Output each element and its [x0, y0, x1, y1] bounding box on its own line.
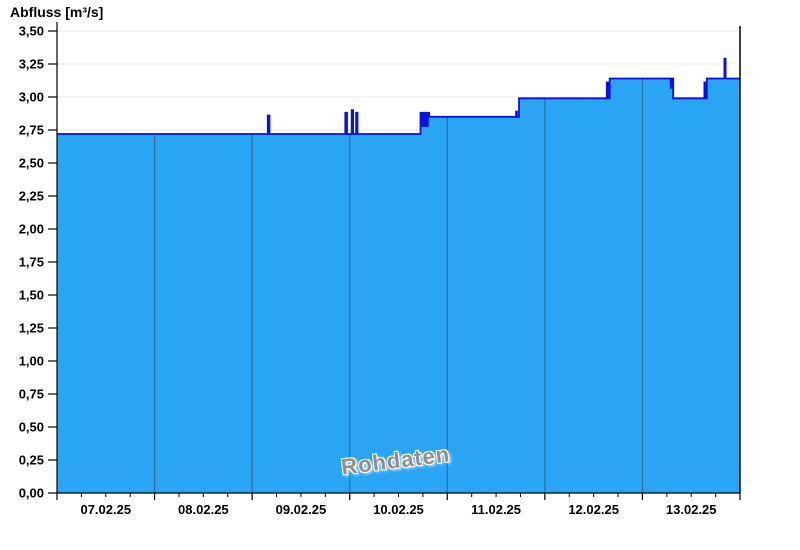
y-tick-label: 2,50	[19, 156, 44, 171]
x-tick-label: 13.02.25	[666, 502, 717, 517]
x-tick-label: 12.02.25	[568, 502, 619, 517]
discharge-area-fill	[57, 58, 740, 493]
y-tick-label: 1,75	[19, 255, 44, 270]
y-tick-label: 2,75	[19, 123, 44, 138]
y-tick-label: 3,50	[19, 24, 44, 39]
y-tick-label: 0,75	[19, 387, 44, 402]
y-tick-label: 2,25	[19, 189, 44, 204]
x-tick-label: 08.02.25	[178, 502, 229, 517]
y-tick-label: 1,25	[19, 321, 44, 336]
y-tick-label: 1,50	[19, 288, 44, 303]
y-tick-label: 0,25	[19, 453, 44, 468]
y-tick-label: 3,00	[19, 90, 44, 105]
y-tick-label: 3,25	[19, 57, 44, 72]
chart-title: Abfluss [m³/s]	[10, 4, 104, 20]
x-tick-label: 10.02.25	[373, 502, 424, 517]
x-tick-label: 09.02.25	[276, 502, 327, 517]
y-tick-label: 1,00	[19, 354, 44, 369]
y-tick-label: 2,00	[19, 222, 44, 237]
x-tick-label: 11.02.25	[471, 502, 521, 517]
x-tick-label: 07.02.25	[80, 502, 131, 517]
y-tick-label: 0,50	[19, 420, 44, 435]
discharge-series-line	[57, 57, 740, 135]
y-tick-label: 0,00	[19, 486, 44, 501]
